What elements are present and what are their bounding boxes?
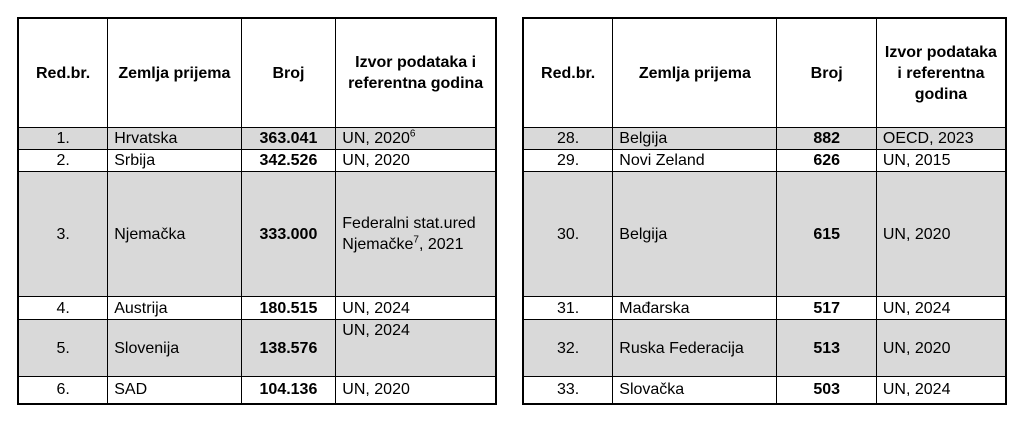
source-cell: UN, 2024	[875, 376, 1007, 404]
table-row: 4. Austrija 180.515 UN, 2024	[17, 296, 497, 320]
rank-cell: 4.	[17, 296, 109, 320]
count-cell: 615	[776, 171, 877, 297]
source-cell: UN, 2020	[335, 149, 497, 172]
header-cell: Izvor podataka i referentna godina	[335, 17, 497, 128]
country-cell: Belgija	[612, 171, 778, 297]
count-cell: 517	[776, 296, 877, 320]
country-cell: Slovačka	[612, 376, 778, 404]
table-row: 28. Belgija 882 OECD, 2023	[522, 127, 1007, 150]
count-cell: 513	[776, 319, 877, 377]
country-cell: Mađarska	[612, 296, 778, 320]
table-row: 33. Slovačka 503 UN, 2024	[522, 376, 1007, 404]
rank-cell: 32.	[522, 319, 614, 377]
source-cell: UN, 20206	[335, 127, 497, 150]
rank-cell: 5.	[17, 319, 109, 377]
header-cell: Red.br.	[17, 17, 109, 128]
source-text: UN, 2020	[882, 225, 951, 243]
data-table: Red.br. Zemlja prijema Broj Izvor podataka …	[17, 17, 497, 405]
source-cell: UN, 2020	[875, 319, 1007, 377]
rank-cell: 3.	[17, 171, 109, 297]
table-row: 5. Slovenija 138.576 UN, 2024	[17, 319, 497, 377]
country-cell: Hrvatska	[107, 127, 242, 150]
country-cell: Novi Zeland	[612, 149, 778, 172]
count-cell: 342.526	[240, 149, 337, 172]
source-text: UN, 2024	[882, 381, 951, 399]
header-row: Red.br. Zemlja prijema Broj Izvor podataka …	[522, 17, 1007, 128]
source-cell: UN, 2024	[875, 296, 1007, 320]
country-cell: Slovenija	[107, 319, 242, 377]
source-cell: UN, 2015	[875, 149, 1007, 172]
source-text: UN, 2020	[342, 130, 410, 147]
header-cell: Broj	[776, 17, 877, 128]
source-text: UN, 2020	[342, 381, 410, 399]
count-cell: 333.000	[240, 171, 337, 297]
source-text: UN, 2024	[882, 299, 951, 317]
header-cell: Broj	[240, 17, 337, 128]
footnote-marker: 7	[413, 234, 419, 246]
source-text: UN, 2015	[882, 152, 951, 169]
source-text: , 2021	[418, 236, 464, 253]
source-text: Federalni stat.ured Njemačke	[342, 215, 476, 253]
header-cell: Izvor podataka i referentna godina	[875, 17, 1007, 128]
table-row: 2. Srbija 342.526 UN, 2020	[17, 149, 497, 172]
rank-cell: 6.	[17, 376, 109, 404]
data-table: Red.br. Zemlja prijema Broj Izvor podataka …	[522, 17, 1007, 405]
source-cell: UN, 2024	[335, 319, 497, 377]
header-cell: Zemlja prijema	[612, 17, 778, 128]
header-cell: Red.br.	[522, 17, 614, 128]
country-cell: Njemačka	[107, 171, 242, 297]
rank-cell: 30.	[522, 171, 614, 297]
table-row: 6. SAD 104.136 UN, 2020	[17, 376, 497, 404]
country-cell: Srbija	[107, 149, 242, 172]
header-row: Red.br. Zemlja prijema Broj Izvor podataka …	[17, 17, 497, 128]
country-cell: Austrija	[107, 296, 242, 320]
country-cell: SAD	[107, 376, 242, 404]
count-cell: 138.576	[240, 319, 337, 377]
rank-cell: 28.	[522, 127, 614, 150]
rank-cell: 1.	[17, 127, 109, 150]
source-text: UN, 2020	[882, 339, 951, 357]
source-cell: UN, 2020	[335, 376, 497, 404]
count-cell: 882	[776, 127, 877, 150]
source-cell: UN, 2020	[875, 171, 1007, 297]
source-cell: UN, 2024	[335, 296, 497, 320]
table-row: 1. Hrvatska 363.041 UN, 20206	[17, 127, 497, 150]
table-row: 30. Belgija 615 UN, 2020	[522, 171, 1007, 297]
header-cell: Zemlja prijema	[107, 17, 242, 128]
table-row: 31. Mađarska 517 UN, 2024	[522, 296, 1007, 320]
table-row: 32. Ruska Federacija 513 UN, 2020	[522, 319, 1007, 377]
count-cell: 104.136	[240, 376, 337, 404]
rank-cell: 29.	[522, 149, 614, 172]
rank-cell: 33.	[522, 376, 614, 404]
table-row: 29. Novi Zeland 626 UN, 2015	[522, 149, 1007, 172]
rank-cell: 31.	[522, 296, 614, 320]
source-text: UN, 2024	[342, 322, 410, 339]
count-cell: 363.041	[240, 127, 337, 150]
count-cell: 180.515	[240, 296, 337, 320]
source-cell: Federalni stat.ured Njemačke7, 2021	[335, 171, 497, 297]
source-cell: OECD, 2023	[875, 127, 1007, 150]
table-row: 3. Njemačka 333.000 Federalni stat.ured Nje…	[17, 171, 497, 297]
count-cell: 626	[776, 149, 877, 172]
country-cell: Belgija	[612, 127, 778, 150]
source-text: OECD, 2023	[882, 130, 974, 147]
rank-cell: 2.	[17, 149, 109, 172]
source-text: UN, 2020	[342, 152, 410, 169]
country-cell: Ruska Federacija	[612, 319, 778, 377]
footnote-marker: 6	[409, 128, 416, 140]
source-text: UN, 2024	[342, 299, 410, 317]
count-cell: 503	[776, 376, 877, 404]
